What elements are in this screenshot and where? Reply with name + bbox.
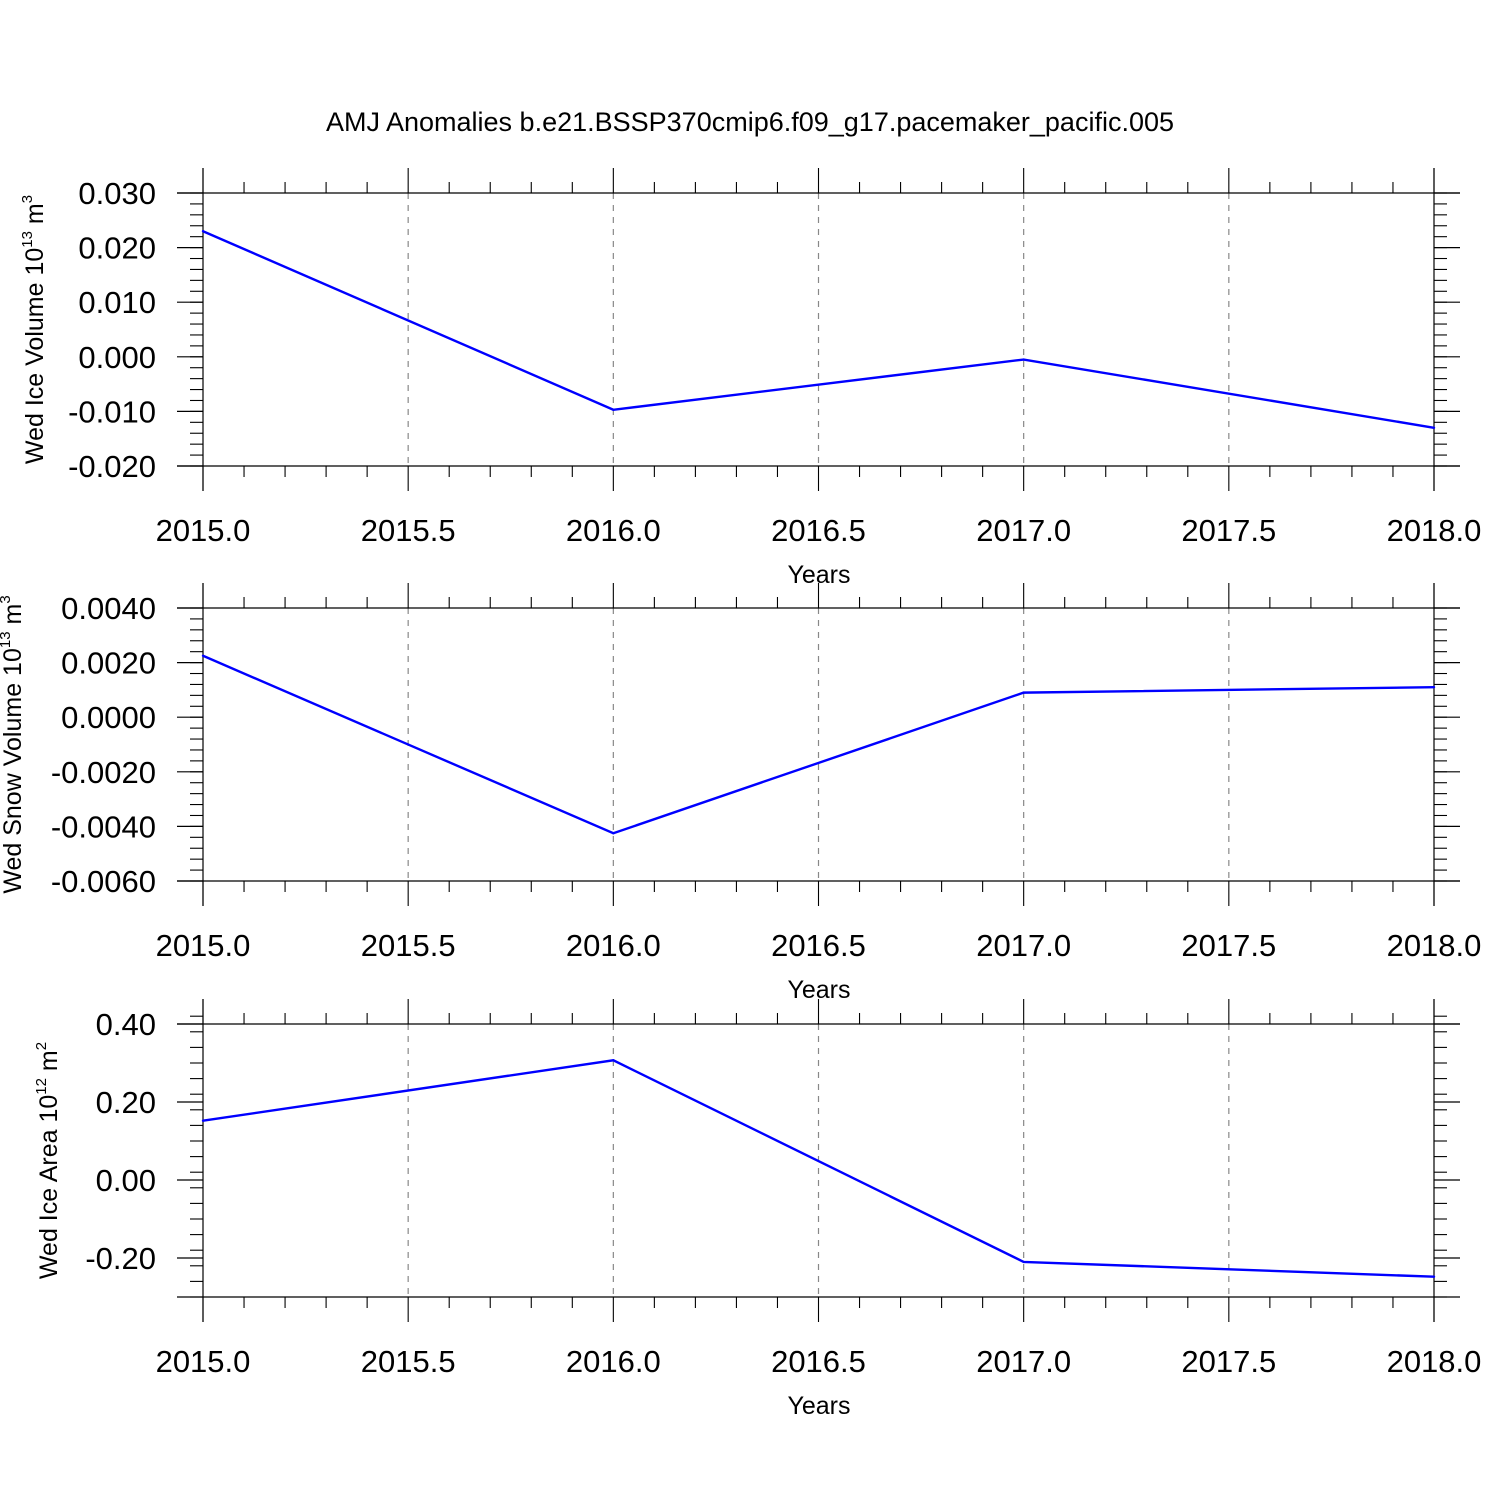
panel-2-y-tick-label: 0.0020 — [61, 646, 156, 681]
panel-3-x-tick-label: 2015.0 — [156, 1344, 251, 1379]
panel-3-data-point — [612, 1059, 615, 1062]
panel-2-x-tick-label: 2017.5 — [1181, 928, 1276, 963]
panel-3-y-tick-label: 0.40 — [96, 1007, 156, 1042]
panel-1-series-line — [202, 230, 1435, 429]
panel-2-data-point — [201, 654, 205, 657]
panel-1-x-tick-label: 2017.0 — [976, 513, 1071, 548]
panel-3-x-tick-label: 2016.0 — [566, 1344, 661, 1379]
panel-2-y-label-text: Wed Snow Volume 10 — [0, 648, 27, 894]
panel-1-x-tick-label: 2015.0 — [156, 513, 251, 548]
panel-3-y-label-text: Wed Ice Area 10 — [35, 1095, 63, 1279]
panel-1-data-point — [612, 408, 615, 411]
panel-2-y-label-unit: m — [0, 604, 27, 632]
panel-1-y-label-exponent: 13 — [19, 231, 36, 248]
panel-3-data-point — [201, 1119, 205, 1122]
panel-1-y-tick-label: 0.030 — [78, 176, 156, 211]
panel-3-y-label-unit: m — [35, 1050, 63, 1078]
panel-1-y-tick-label: 0.020 — [78, 231, 156, 266]
panel-3-y-tick-label: 0.00 — [96, 1163, 156, 1198]
panel-2-x-tick-label: 2017.0 — [976, 928, 1071, 963]
panel-2-y-label-unit-exponent: 3 — [0, 595, 14, 603]
panel-3-x-tick-label: 2016.5 — [771, 1344, 866, 1379]
panel-2-y-tick-label: 0.0040 — [61, 591, 156, 626]
panel-1-x-tick-label: 2016.0 — [566, 513, 661, 548]
panel-1-y-tick-label: 0.000 — [78, 340, 156, 375]
panel-1-y-tick-label: -0.010 — [68, 394, 156, 429]
panel-3: 2015.0 2015.5 2016.0 2016.5 2017.0 2017.5 2018… — [33, 999, 1481, 1420]
panel-1-y-axis-label: Wed Ice Volume 1013 m3 — [19, 195, 49, 464]
panel-3-y-tick-label: -0.20 — [85, 1241, 156, 1276]
panel-1-x-tick-label: 2016.5 — [771, 513, 866, 548]
panel-2-series-line — [202, 654, 1435, 835]
panel-2-x-tick-label: 2018.0 — [1387, 928, 1482, 963]
panels: 2015.0 2015.5 2016.0 2016.5 2017.0 2017.5 2018… — [0, 168, 1481, 1420]
panel-1-y-label-unit: m — [21, 203, 49, 231]
panel-2-data-point — [612, 832, 615, 835]
panel-1-data-point — [1432, 426, 1436, 429]
panel-1-y-tick-label: 0.010 — [78, 285, 156, 320]
panel-1-y-label-text: Wed Ice Volume 10 — [21, 248, 49, 464]
panel-3-y-tick-label: 0.20 — [96, 1085, 156, 1120]
panel-1-x-tick-label: 2017.5 — [1181, 513, 1276, 548]
panel-3-x-tick-label: 2015.5 — [361, 1344, 456, 1379]
panel-3-data-point — [1022, 1260, 1025, 1264]
panel-3-data-point — [1432, 1275, 1436, 1278]
panel-2-data-point — [1432, 685, 1436, 689]
panel-3-x-tick-label: 2017.5 — [1181, 1344, 1276, 1379]
panel-2: 2015.0 2015.5 2016.0 2016.5 2017.0 2017.5 2018… — [0, 583, 1481, 1004]
panel-2-x-tick-label: 2015.5 — [361, 928, 456, 963]
panel-1-y-tick-label: -0.020 — [68, 449, 156, 484]
panel-3-x-tick-label: 2017.0 — [976, 1344, 1071, 1379]
panel-3-y-label-unit-exponent: 2 — [33, 1042, 50, 1050]
panel-1-y-label-unit-exponent: 3 — [19, 195, 36, 203]
panel-2-y-tick-label: -0.0060 — [51, 864, 156, 899]
panel-2-y-tick-label: -0.0020 — [51, 755, 156, 790]
panel-2-y-tick-label: -0.0040 — [51, 809, 156, 844]
panel-3-x-tick-label: 2018.0 — [1387, 1344, 1482, 1379]
panel-1: 2015.0 2015.5 2016.0 2016.5 2017.0 2017.5 2018… — [19, 168, 1481, 589]
panel-2-y-tick-label: 0.0000 — [61, 700, 156, 735]
panel-3-y-axis-label: Wed Ice Area 1012 m2 — [33, 1042, 63, 1279]
panel-1-x-tick-label: 2015.5 — [361, 513, 456, 548]
panel-1-x-tick-label: 2018.0 — [1387, 513, 1482, 548]
panel-2-x-tick-label: 2016.5 — [771, 928, 866, 963]
panel-3-series-line — [202, 1059, 1435, 1278]
panel-1-data-point — [201, 230, 205, 233]
panel-3-y-label-exponent: 12 — [33, 1078, 50, 1095]
panel-2-data-point — [1022, 691, 1025, 694]
figure-title: AMJ Anomalies b.e21.BSSP370cmip6.f09_g17… — [326, 107, 1174, 137]
panel-2-y-axis-label: Wed Snow Volume 1013 m3 — [0, 595, 27, 893]
panel-2-y-label-exponent: 13 — [0, 631, 14, 648]
panel-2-x-tick-label: 2015.0 — [156, 928, 251, 963]
panel-1-data-point — [1022, 358, 1025, 361]
panel-3-x-axis-label: Years — [787, 1392, 850, 1420]
panel-2-x-tick-label: 2016.0 — [566, 928, 661, 963]
